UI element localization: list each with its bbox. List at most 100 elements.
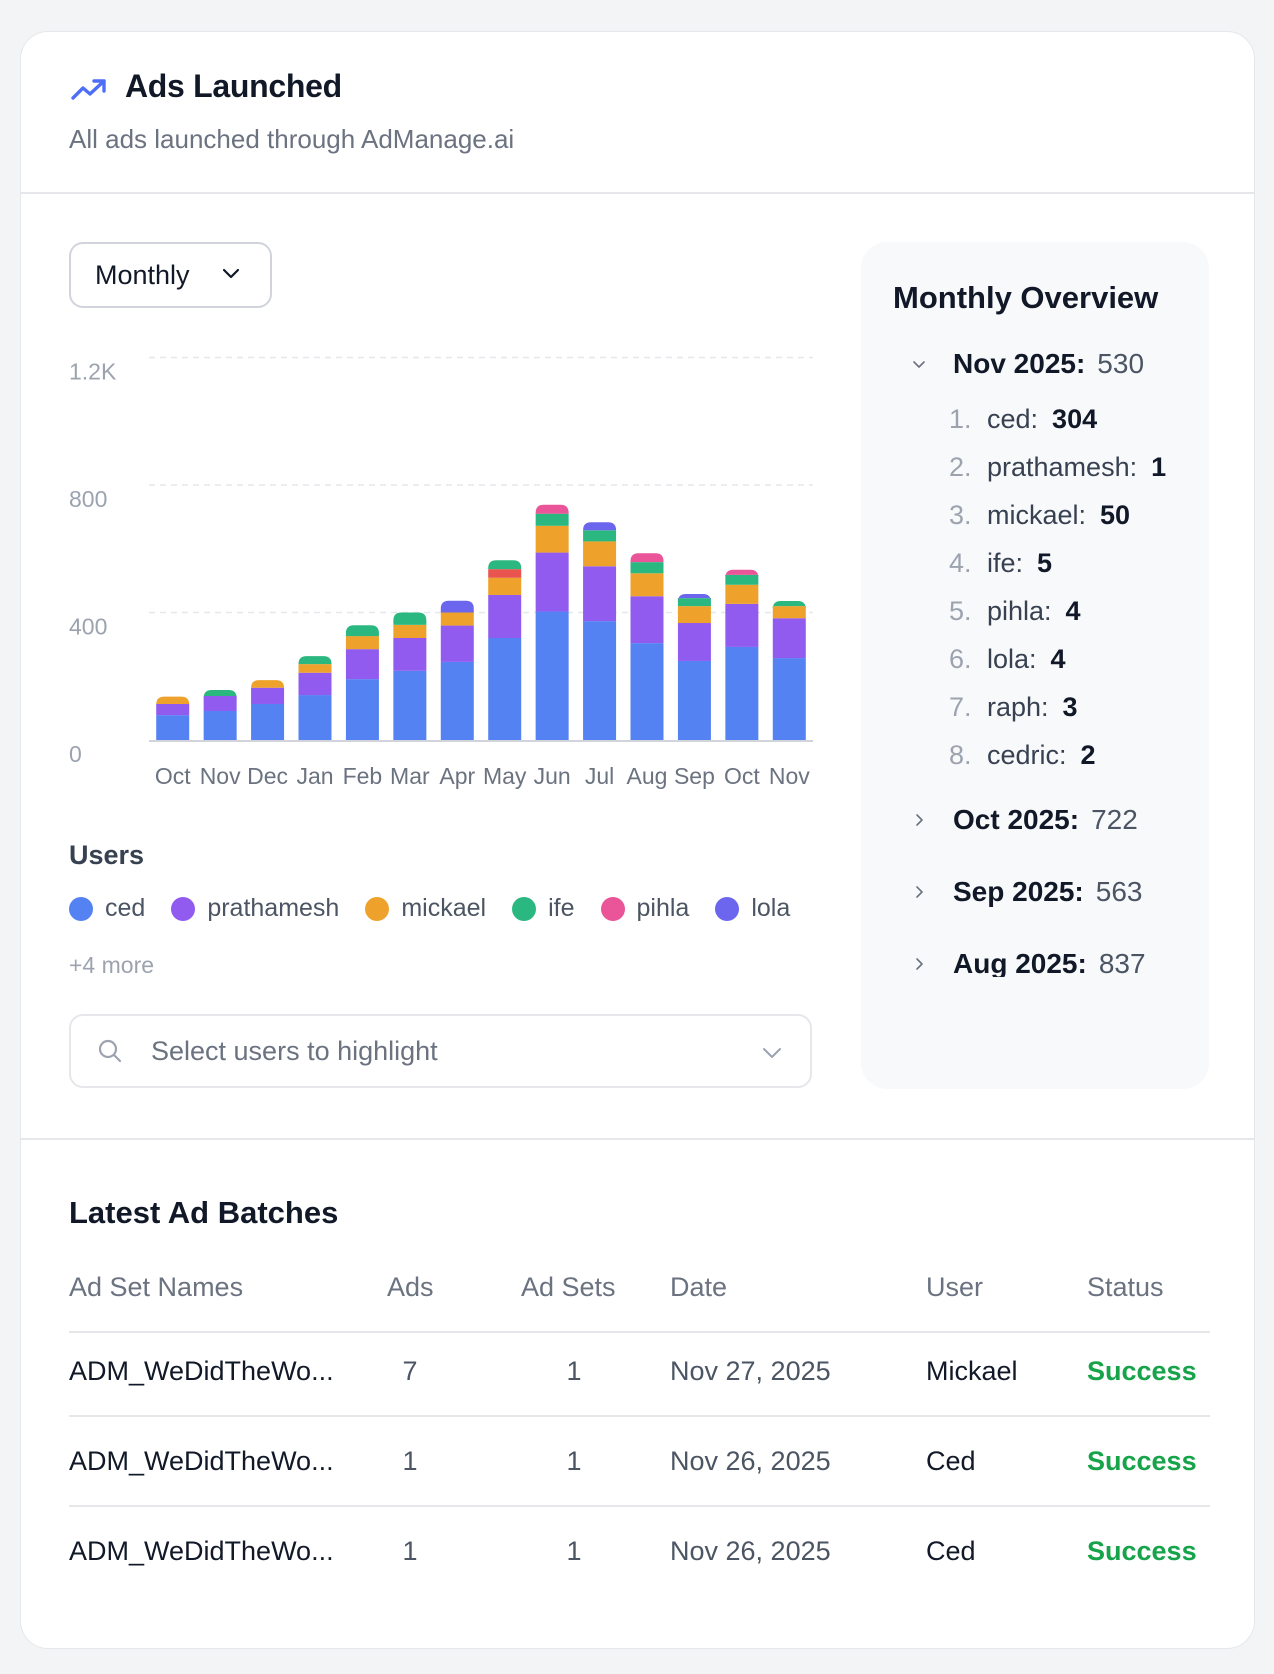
bar-segment-ife[interactable] [772, 601, 806, 610]
bar-segment-prathamesh[interactable] [725, 603, 759, 647]
bar-segment-lola[interactable] [440, 600, 474, 613]
bar-segment-mickael[interactable] [298, 664, 332, 673]
overview-month-row[interactable]: Oct 2025: 722 [911, 804, 1138, 836]
bar-segment-ced[interactable] [488, 638, 522, 740]
highlight-users-select[interactable]: Select users to highlight [69, 1014, 812, 1088]
bar-segment-mickael[interactable] [393, 624, 427, 638]
bar-segment-pihla[interactable] [630, 553, 664, 563]
legend-item-ife[interactable]: ife [512, 894, 575, 923]
legend-color-dot [69, 896, 93, 921]
bar-segment-prathamesh[interactable] [677, 623, 711, 661]
bar-segment-prathamesh[interactable] [203, 696, 237, 711]
bar-segment-ced[interactable] [393, 670, 427, 740]
bar-segment-ife[interactable] [298, 656, 332, 665]
bar-segment-prathamesh[interactable] [251, 687, 285, 704]
bar-segment-ife[interactable] [630, 562, 664, 574]
bar-segment-ife[interactable] [488, 560, 522, 570]
bar-stack[interactable] [583, 522, 617, 740]
bar-stack[interactable] [156, 696, 190, 740]
legend-item-lola[interactable]: lola [715, 894, 790, 923]
bar-segment-ife[interactable] [725, 574, 759, 585]
bar-segment-prathamesh[interactable] [583, 566, 617, 622]
bar-stack[interactable] [345, 625, 379, 740]
legend-more-link[interactable]: +4 more [69, 952, 155, 978]
bar-stack[interactable] [725, 569, 759, 740]
column-header[interactable]: Date [670, 1272, 728, 1302]
bar-segment-ced[interactable] [203, 710, 237, 740]
user-rank: 1. [949, 404, 972, 434]
bar-stack[interactable] [251, 680, 285, 740]
bar-segment-ced[interactable] [345, 679, 379, 740]
bar-stack[interactable] [677, 594, 711, 740]
bar-segment-ced[interactable] [440, 661, 474, 740]
bar-stack[interactable] [393, 612, 427, 741]
bar-segment-ced[interactable] [583, 621, 617, 740]
bar-segment-mickael[interactable] [345, 636, 379, 650]
bar-segment-ife[interactable] [345, 625, 379, 637]
bar-segment-ife[interactable] [583, 530, 617, 542]
bar-segment-prathamesh[interactable] [298, 672, 332, 696]
bar-segment-ced[interactable] [677, 660, 711, 740]
bar-segment-mickael[interactable] [772, 606, 806, 619]
bar-segment-ced[interactable] [630, 643, 664, 740]
bar-segment-prathamesh[interactable] [393, 638, 427, 671]
bar-segment-red-user[interactable] [488, 569, 522, 578]
bar-stack[interactable] [440, 600, 474, 740]
bar-segment-pihla[interactable] [725, 569, 759, 578]
overview-month-row[interactable]: Nov 2025: 530 [911, 348, 1144, 380]
column-header[interactable]: Status [1087, 1272, 1164, 1302]
ad-set-name[interactable]: ADM_WeDidTheWo... [69, 1536, 334, 1566]
bar-segment-mickael[interactable] [156, 696, 190, 705]
ad-set-name[interactable]: ADM_WeDidTheWo... [69, 1356, 334, 1386]
monthly-overview-list[interactable]: Nov 2025: 530 1. ced: 304 2. prathamesh: 1 3. mic… [861, 342, 1209, 977]
bar-stack[interactable] [630, 553, 664, 740]
legend-item-ced[interactable]: ced [69, 894, 145, 923]
bar-segment-mickael[interactable] [725, 584, 759, 604]
legend-item-mickael[interactable]: mickael [365, 894, 486, 923]
legend-item-pihla[interactable]: pihla [600, 894, 689, 923]
overview-month-row[interactable]: Sep 2025: 563 [911, 876, 1142, 908]
bar-segment-mickael[interactable] [535, 525, 569, 553]
bar-segment-prathamesh[interactable] [535, 552, 569, 612]
bar-segment-ife[interactable] [677, 598, 711, 607]
bar-stack[interactable] [203, 689, 237, 740]
overview-month-row[interactable]: Aug 2025: 837 [911, 948, 1146, 977]
bar-segment-prathamesh[interactable] [345, 649, 379, 680]
bar-segment-prathamesh[interactable] [440, 625, 474, 662]
bar-segment-mickael[interactable] [630, 573, 664, 597]
bar-stack[interactable] [298, 656, 332, 740]
bar-segment-prathamesh[interactable] [630, 596, 664, 644]
bar-stack[interactable] [772, 601, 806, 740]
bar-segment-ced[interactable] [772, 658, 806, 740]
bar-segment-ced[interactable] [298, 695, 332, 740]
bar-segment-lola[interactable] [583, 522, 617, 531]
column-header[interactable]: Ad Set Names [69, 1272, 244, 1302]
ad-set-name[interactable]: ADM_WeDidTheWo... [69, 1446, 334, 1476]
bar-segment-ife[interactable] [535, 513, 569, 526]
bar-segment-ife[interactable] [393, 612, 427, 625]
bar-segment-ife[interactable] [203, 689, 237, 698]
column-header[interactable]: User [926, 1272, 984, 1302]
bar-segment-mickael[interactable] [251, 680, 285, 689]
bar-segment-pihla[interactable] [535, 504, 569, 514]
bar-segment-mickael[interactable] [440, 612, 474, 626]
legend-item-prathamesh[interactable]: prathamesh [171, 894, 339, 923]
bar-segment-mickael[interactable] [488, 577, 522, 595]
bar-segment-mickael[interactable] [583, 541, 617, 567]
bar-segment-ced[interactable] [251, 703, 285, 740]
bar-segment-prathamesh[interactable] [772, 618, 806, 659]
bar-segment-ced[interactable] [156, 715, 190, 740]
user-name: ced: [987, 404, 1039, 434]
ad-sets-count: 1 [566, 1446, 582, 1476]
bar-stack[interactable] [535, 504, 569, 740]
bar-segment-ced[interactable] [725, 646, 759, 740]
bar-stack[interactable] [488, 560, 522, 740]
column-header[interactable]: Ad Sets [521, 1272, 616, 1302]
bar-segment-lola[interactable] [677, 594, 711, 603]
bar-segment-prathamesh[interactable] [156, 703, 190, 716]
period-dropdown[interactable]: Monthly [69, 242, 272, 308]
bar-segment-prathamesh[interactable] [488, 594, 522, 638]
column-header[interactable]: Ads [387, 1272, 434, 1302]
bar-segment-ced[interactable] [535, 611, 569, 740]
bar-segment-mickael[interactable] [677, 606, 711, 624]
